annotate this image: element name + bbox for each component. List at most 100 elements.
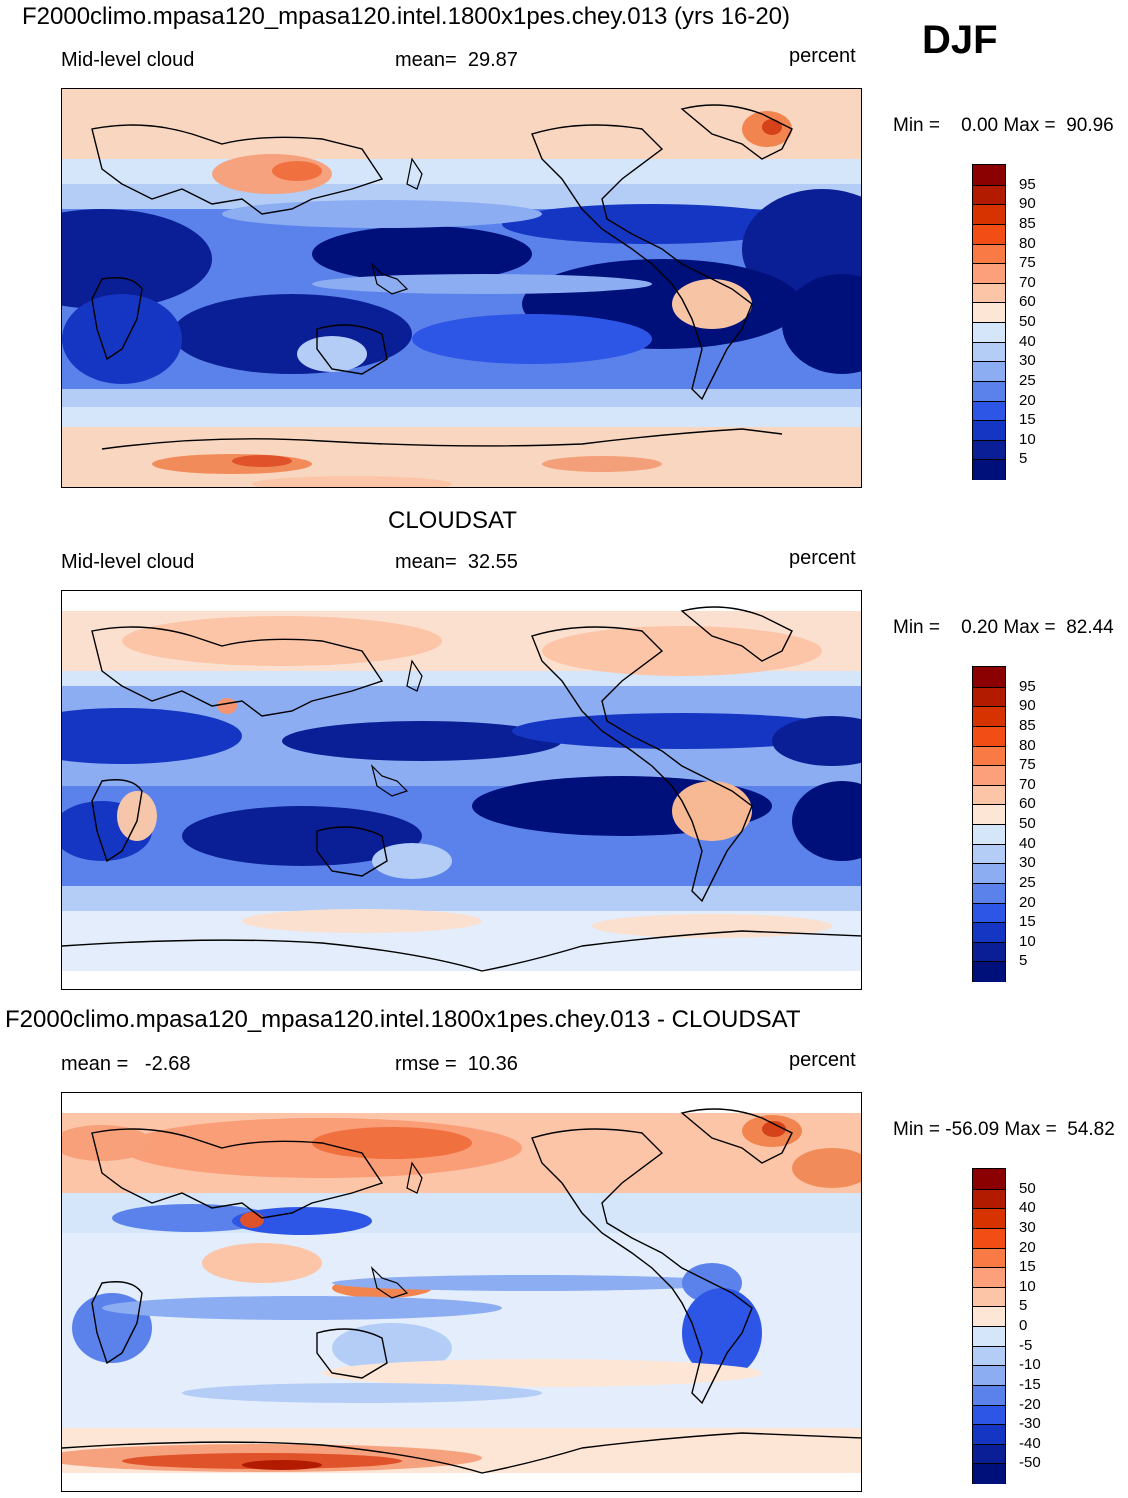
colorbar-separator — [973, 1286, 1005, 1288]
colorbar-segment — [973, 1306, 1005, 1327]
colorbar-separator — [973, 824, 1005, 825]
colorbar-segment — [973, 204, 1005, 225]
colorbar-segment — [973, 784, 1005, 805]
panel-model-map — [61, 88, 862, 488]
colorbar-separator — [973, 941, 1005, 943]
panel-obs-mean-label: mean= 32.55 — [395, 551, 518, 573]
colorbar-tick-label: -40 — [1019, 1434, 1041, 1452]
panel-diff-units-label: percent — [789, 1049, 856, 1071]
colorbar-tick-label: -5 — [1019, 1336, 1033, 1354]
colorbar-tick-label: 95 — [1019, 175, 1036, 193]
colorbar-separator — [973, 1443, 1005, 1445]
panel-diff-map — [61, 1092, 862, 1492]
colorbar-segment — [973, 263, 1005, 284]
panel-model-units-label: percent — [789, 45, 856, 67]
colorbar-separator — [973, 1404, 1005, 1406]
colorbar-tick-label: 5 — [1019, 952, 1028, 970]
colorbar-segment — [973, 863, 1005, 884]
colorbar-segment — [973, 282, 1005, 303]
colorbar-tick-label: 75 — [1019, 254, 1036, 272]
colorbar-separator — [973, 322, 1005, 323]
colorbar-separator — [973, 804, 1005, 806]
panel-diff-rmse-label: rmse = 10.36 — [395, 1053, 518, 1075]
colorbar-separator — [973, 1188, 1005, 1190]
colorbar-separator — [973, 420, 1005, 422]
colorbar-tick-label: 90 — [1019, 697, 1036, 715]
panel-obs-units-label: percent — [789, 547, 856, 569]
colorbar-separator — [973, 1463, 1005, 1465]
colorbar-segment — [973, 1404, 1005, 1425]
colorbar-separator — [973, 204, 1005, 206]
colorbar-tick-label: 50 — [1019, 1179, 1036, 1197]
colorbar-segment — [973, 686, 1005, 707]
colorbar-segment — [973, 1188, 1005, 1209]
colorbar-segment — [973, 667, 1005, 688]
colorbar-separator — [973, 302, 1005, 304]
panel-diff-title: F2000climo.mpasa120_mpasa120.intel.1800x… — [5, 1006, 801, 1033]
colorbar-tick-label: 95 — [1019, 677, 1036, 695]
colorbar-tick-label: 20 — [1019, 1238, 1036, 1256]
colorbar-tick-label: 75 — [1019, 756, 1036, 774]
colorbar-segment — [973, 1443, 1005, 1464]
colorbar-tick-label: -10 — [1019, 1356, 1041, 1374]
colorbar-tick-label: 70 — [1019, 775, 1036, 793]
colorbar-segment — [973, 706, 1005, 727]
panel-obs-map — [61, 590, 862, 990]
colorbar-segment — [973, 184, 1005, 205]
colorbar-separator — [973, 1384, 1005, 1386]
colorbar-segment — [973, 380, 1005, 401]
colorbar-tick-label: 5 — [1019, 450, 1028, 468]
colorbar-tick-label: 70 — [1019, 273, 1036, 291]
colorbar-separator — [973, 843, 1005, 845]
panel-model-variable-label: Mid-level cloud — [61, 49, 195, 71]
colorbar-separator — [973, 341, 1005, 343]
colorbar-separator — [973, 380, 1005, 382]
colorbar-tick-label: 60 — [1019, 795, 1036, 813]
colorbar-separator — [973, 745, 1005, 747]
colorbar-segment — [973, 1286, 1005, 1307]
colorbar-tick-label: 60 — [1019, 293, 1036, 311]
colorbar-segment — [973, 302, 1005, 323]
colorbar-segment — [973, 961, 1005, 982]
colorbar-tick-label: 15 — [1019, 913, 1036, 931]
colorbar-tick-label: 80 — [1019, 234, 1036, 252]
colorbar-tick-label: 25 — [1019, 873, 1036, 891]
panel-model-colorbar — [972, 164, 1006, 480]
colorbar-tick-label: 40 — [1019, 834, 1036, 852]
colorbar-tick-label: 25 — [1019, 371, 1036, 389]
colorbar-tick-label: 40 — [1019, 332, 1036, 350]
colorbar-separator — [973, 706, 1005, 708]
colorbar-segment — [973, 804, 1005, 825]
panel-obs-colorbar — [972, 666, 1006, 982]
colorbar-segment — [973, 361, 1005, 382]
colorbar-separator — [973, 223, 1005, 225]
colorbar-separator — [973, 686, 1005, 688]
colorbar-segment — [973, 1365, 1005, 1386]
colorbar-tick-label: 10 — [1019, 1277, 1036, 1295]
panel-diff-mean-label: mean = -2.68 — [61, 1053, 191, 1075]
colorbar-tick-label: 85 — [1019, 214, 1036, 232]
colorbar-separator — [973, 400, 1005, 402]
colorbar-separator — [973, 863, 1005, 865]
colorbar-tick-label: 15 — [1019, 1258, 1036, 1276]
colorbar-separator — [973, 1424, 1005, 1426]
panel-obs-minmax: Min = 0.20 Max = 82.44 — [893, 617, 1114, 638]
colorbar-segment — [973, 400, 1005, 421]
colorbar-separator — [973, 459, 1005, 461]
colorbar-separator — [973, 439, 1005, 441]
colorbar-segment — [973, 1384, 1005, 1405]
colorbar-segment — [973, 439, 1005, 460]
colorbar-segment — [973, 1463, 1005, 1484]
colorbar-tick-label: -15 — [1019, 1375, 1041, 1393]
colorbar-tick-label: -30 — [1019, 1415, 1041, 1433]
colorbar-segment — [973, 341, 1005, 362]
colorbar-segment — [973, 1267, 1005, 1288]
colorbar-segment — [973, 1208, 1005, 1229]
colorbar-separator — [973, 961, 1005, 963]
colorbar-segment — [973, 1424, 1005, 1445]
colorbar-segment — [973, 459, 1005, 480]
colorbar-separator — [973, 922, 1005, 924]
colorbar-separator — [973, 184, 1005, 186]
panel-obs-contour-field — [62, 591, 861, 989]
colorbar-segment — [973, 420, 1005, 441]
